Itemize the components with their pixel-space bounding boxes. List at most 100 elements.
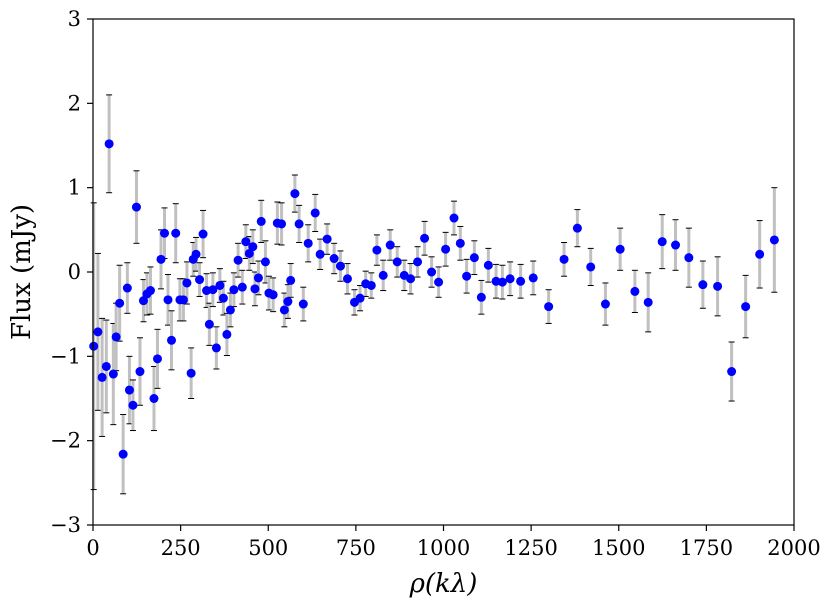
data-point <box>182 278 192 288</box>
data-point <box>315 249 325 259</box>
data-point <box>241 237 251 247</box>
data-point <box>163 295 173 305</box>
data-point <box>149 394 159 403</box>
data-point <box>256 216 266 226</box>
data-point <box>279 305 289 315</box>
data-point <box>111 332 121 342</box>
data-point <box>657 237 667 247</box>
data-point <box>329 254 339 264</box>
data-point <box>713 281 723 291</box>
data-point <box>671 240 681 250</box>
data-point <box>586 262 596 272</box>
x-tick-label: 2000 <box>767 536 820 560</box>
data-point <box>294 219 304 229</box>
data-point <box>195 275 205 285</box>
data-point <box>138 296 148 306</box>
data-point <box>335 261 345 271</box>
data-point <box>441 244 451 254</box>
data-point <box>392 257 402 267</box>
y-tick-label: −3 <box>50 513 81 537</box>
data-point <box>101 361 111 371</box>
data-point <box>366 280 376 290</box>
data-point <box>253 273 263 283</box>
x-tick-label: 750 <box>336 536 376 560</box>
data-point <box>455 238 465 248</box>
data-point <box>544 302 554 312</box>
data-point <box>260 257 270 267</box>
data-point <box>298 299 308 309</box>
marker-layer <box>89 139 779 459</box>
data-point <box>615 244 625 254</box>
data-point <box>643 297 653 307</box>
x-tick-label: 1250 <box>504 536 557 560</box>
data-point <box>516 276 526 286</box>
data-point <box>322 234 332 244</box>
data-point <box>769 235 779 245</box>
data-point <box>191 249 201 259</box>
data-point <box>372 245 382 255</box>
data-point <box>483 260 493 270</box>
y-tick-label: 3 <box>68 7 81 31</box>
data-point <box>93 327 103 337</box>
data-point <box>248 242 258 252</box>
data-point <box>528 273 538 283</box>
data-point <box>406 274 416 284</box>
data-point <box>215 280 225 290</box>
y-tick-label: 0 <box>68 260 81 284</box>
data-point <box>156 254 166 264</box>
data-point <box>115 298 125 308</box>
data-point <box>698 280 708 290</box>
x-tick-label: 250 <box>161 536 201 560</box>
data-point <box>462 271 472 281</box>
x-axis-label: ρ(kλ) <box>409 569 478 599</box>
x-tick-label: 1000 <box>417 536 470 560</box>
data-point <box>630 286 640 296</box>
data-point <box>108 369 118 379</box>
data-point <box>89 341 99 351</box>
data-point <box>167 335 177 345</box>
data-point <box>237 282 247 292</box>
data-point <box>286 275 296 285</box>
data-point <box>303 238 313 248</box>
data-point <box>233 255 243 265</box>
y-tick-label: −1 <box>50 344 81 368</box>
data-point <box>476 292 486 302</box>
data-point <box>122 283 132 293</box>
data-point <box>244 248 254 258</box>
data-point <box>124 385 134 395</box>
x-tick-label: 0 <box>86 536 99 560</box>
data-point <box>268 290 278 300</box>
data-point <box>420 233 430 243</box>
y-tick-label: 2 <box>68 91 81 115</box>
data-point <box>469 253 479 263</box>
data-point <box>97 372 107 382</box>
data-point <box>449 213 459 223</box>
data-point <box>171 228 181 238</box>
data-point <box>755 249 765 259</box>
data-point <box>250 284 260 294</box>
data-point <box>342 274 352 284</box>
data-point <box>178 295 188 305</box>
data-point <box>118 449 128 459</box>
data-point <box>198 229 208 239</box>
data-point <box>186 368 196 378</box>
data-point <box>152 354 162 364</box>
data-point <box>104 139 114 149</box>
data-point <box>229 285 239 295</box>
data-point <box>131 202 141 212</box>
data-point <box>145 286 155 296</box>
data-point <box>497 277 507 287</box>
data-point <box>218 293 228 303</box>
data-point <box>225 305 235 315</box>
data-point <box>208 285 218 295</box>
data-point <box>135 367 145 377</box>
x-tick-label: 1500 <box>592 536 645 560</box>
data-point <box>290 189 300 199</box>
data-point <box>277 219 287 229</box>
data-point <box>378 270 388 280</box>
data-point <box>413 257 423 267</box>
data-point <box>600 299 610 309</box>
data-point <box>559 254 569 264</box>
x-tick-label: 1750 <box>680 536 733 560</box>
